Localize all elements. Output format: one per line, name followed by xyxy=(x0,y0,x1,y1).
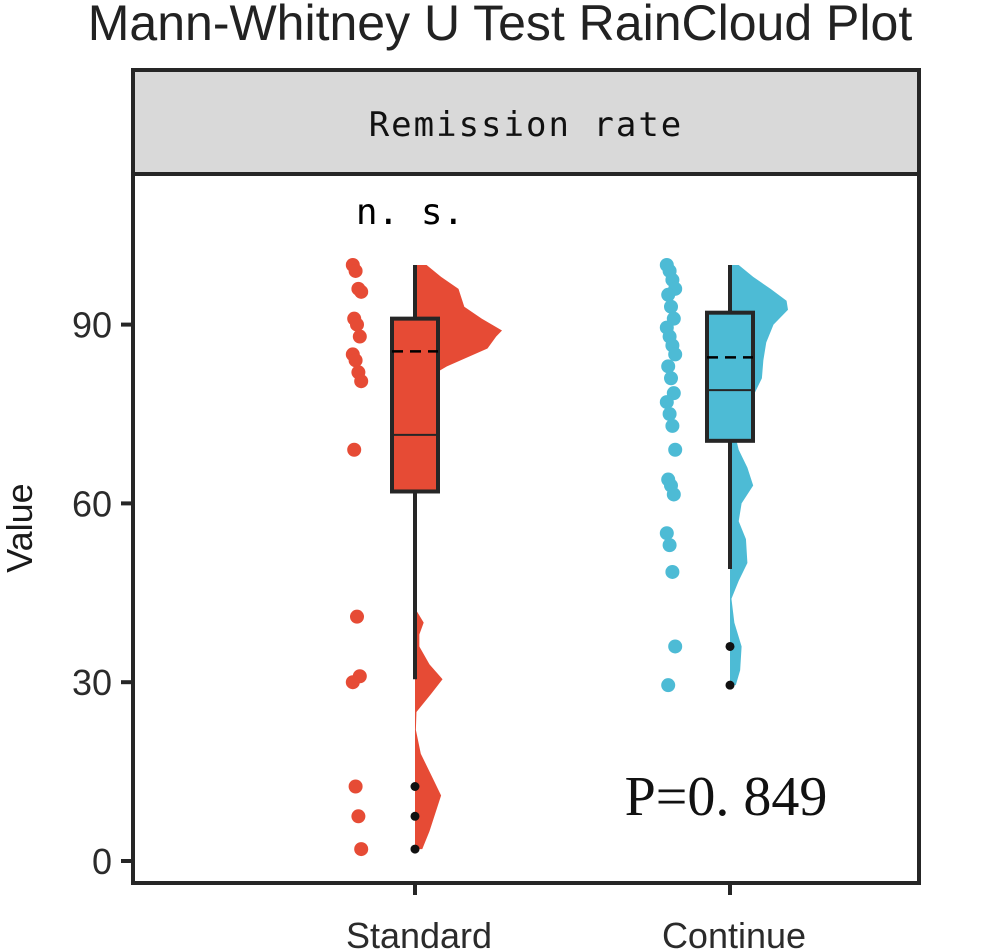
standard-data-point xyxy=(350,317,364,332)
standard-outlier-point xyxy=(410,844,420,854)
standard-box xyxy=(390,316,440,494)
y-tick-label: 0 xyxy=(92,841,112,882)
standard-data-point xyxy=(354,284,369,299)
continue-data-point xyxy=(668,347,683,362)
panel-border xyxy=(131,172,921,885)
continue-outlier-point xyxy=(725,680,735,690)
standard-data-point xyxy=(351,809,366,824)
y-tick-label: 90 xyxy=(72,305,112,346)
standard-data-point xyxy=(352,329,367,344)
y-tick-label: 30 xyxy=(72,662,112,703)
facet-strip-label: Remission rate xyxy=(369,105,684,145)
continue-data-point xyxy=(665,564,680,579)
continue-data-point xyxy=(668,442,683,457)
continue-data-point xyxy=(666,487,681,502)
standard-outlier-point xyxy=(410,782,420,791)
facet-strip xyxy=(131,68,921,176)
x-tick-label: Standard xyxy=(346,915,492,952)
continue-data-point xyxy=(664,299,678,314)
continue-data-point xyxy=(664,371,678,386)
standard-data-point xyxy=(348,353,363,368)
continue-data-point xyxy=(662,538,677,553)
standard-data-point xyxy=(354,842,369,857)
significance-label: n. s. xyxy=(356,192,464,233)
standard-data-point xyxy=(345,675,360,690)
continue-data-point xyxy=(665,418,680,433)
continue-data-point xyxy=(661,287,676,302)
continue-data-point xyxy=(662,407,677,421)
standard-data-point xyxy=(348,263,363,278)
standard-data-point xyxy=(354,374,369,389)
standard-data-point xyxy=(348,779,363,794)
chart-title: Mann-Whitney U Test RainCloud Plot xyxy=(88,0,913,51)
continue-data-point xyxy=(661,678,676,693)
axes: 0 30 60 90 Standard Continue xyxy=(72,305,806,952)
continue-data-point xyxy=(668,639,683,654)
continue-outlier-point xyxy=(725,641,735,651)
standard-data-point xyxy=(350,609,364,624)
continue-data-point xyxy=(661,359,676,374)
y-axis-title: Value xyxy=(0,483,40,572)
y-tick-label: 60 xyxy=(72,483,112,524)
continue-data-point xyxy=(659,395,674,410)
p-value-annotation: P=0. 849 xyxy=(625,766,828,828)
standard-outlier-point xyxy=(410,811,420,821)
continue-data-point xyxy=(659,526,674,541)
standard-data-point xyxy=(347,442,362,457)
plot-area xyxy=(345,258,788,857)
continue-box xyxy=(705,310,755,443)
x-tick-label: Continue xyxy=(662,915,806,952)
